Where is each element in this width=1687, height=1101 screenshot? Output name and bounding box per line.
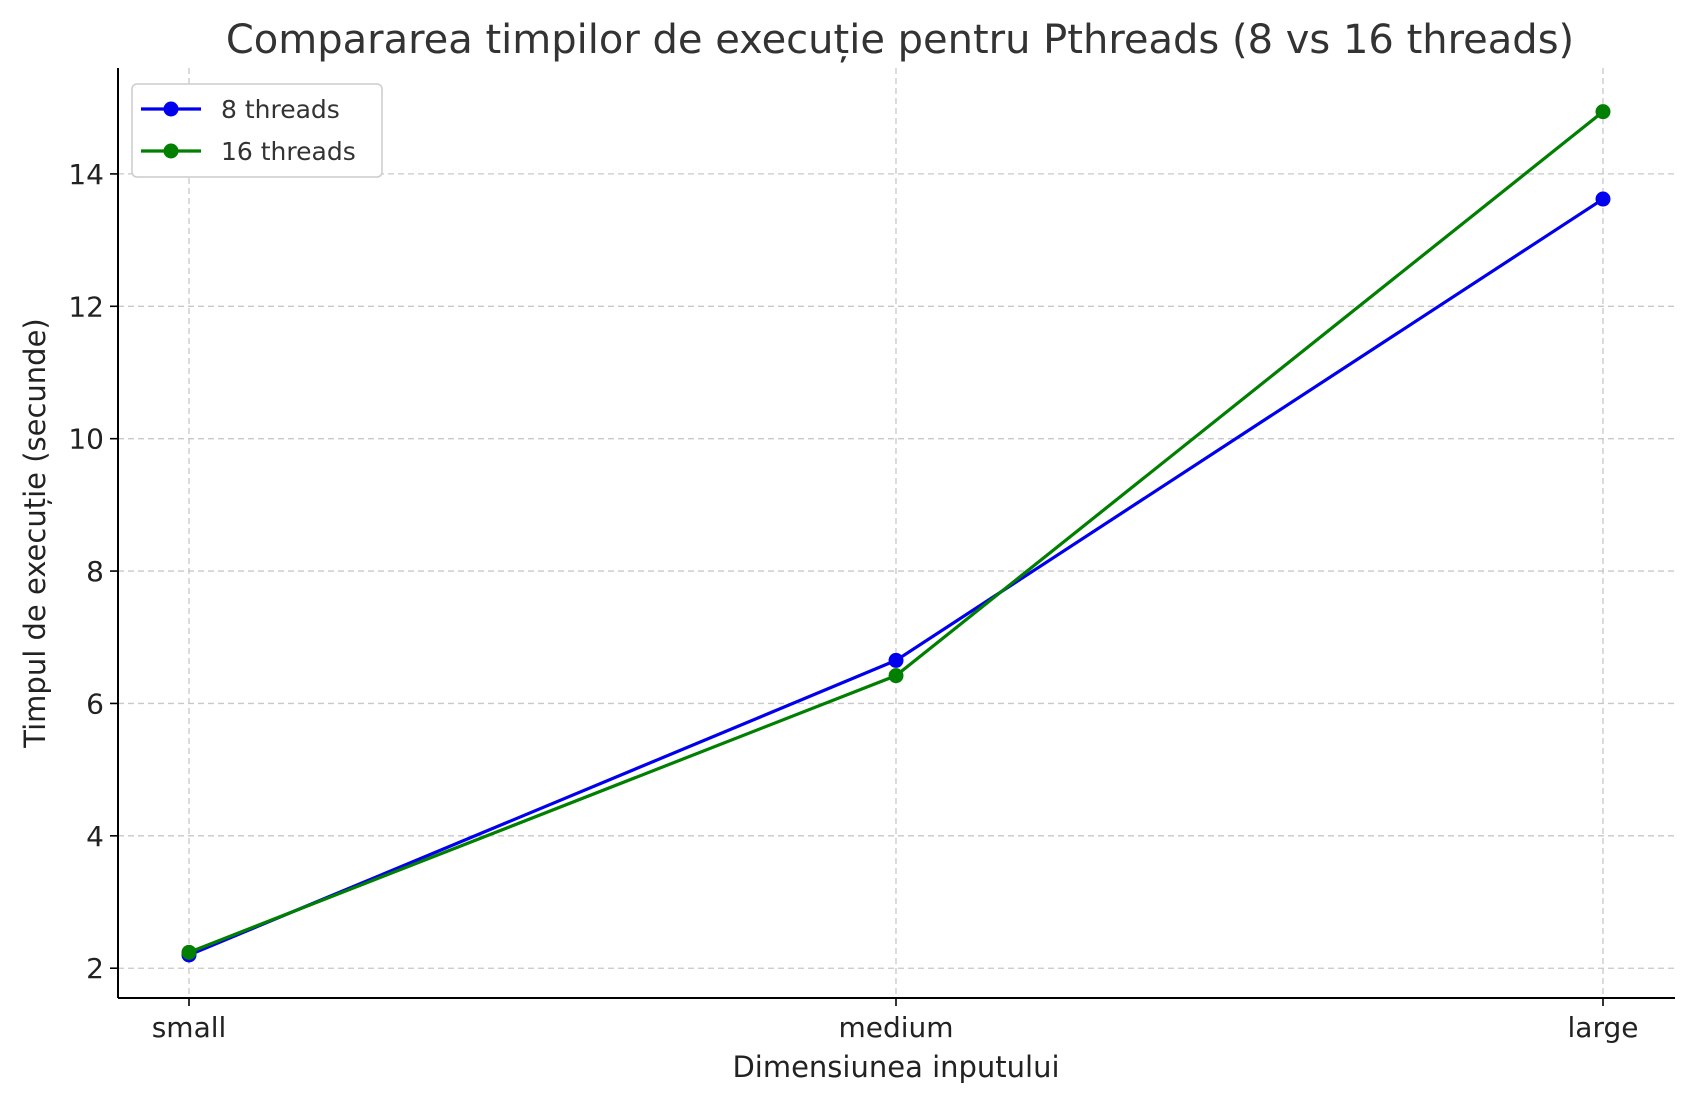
legend-box xyxy=(131,83,383,178)
data-point xyxy=(1595,191,1611,207)
x-axis-label: Dimensiunea inputului xyxy=(732,1050,1059,1084)
y-tick-label: 4 xyxy=(86,820,104,853)
legend-marker xyxy=(163,143,179,159)
series-0 xyxy=(181,191,1611,963)
legend-label: 8 threads xyxy=(221,95,340,124)
data-point xyxy=(181,944,197,960)
legend-entry: 8 threads xyxy=(141,95,340,124)
x-tick-label: medium xyxy=(838,1011,953,1044)
y-axis-label: Timpul de execuție (secunde) xyxy=(18,318,52,748)
tick-labels: small medium large 2 4 6 8 10 12 14 xyxy=(68,158,1638,1044)
series-1 xyxy=(181,104,1611,960)
chart-title: Compararea timpilor de execuție pentru P… xyxy=(226,17,1574,63)
y-tick-label: 8 xyxy=(86,555,104,588)
y-tick-label: 14 xyxy=(68,158,104,191)
y-tick-label: 12 xyxy=(68,290,104,323)
legend-label: 16 threads xyxy=(221,137,356,166)
legend-marker xyxy=(163,101,179,117)
legend: 8 threads 16 threads xyxy=(131,83,383,178)
grid-lines xyxy=(118,68,1675,998)
x-tick-label: small xyxy=(152,1011,227,1044)
x-tick-label: large xyxy=(1568,1011,1639,1044)
y-tick-label: 10 xyxy=(68,423,104,456)
data-point xyxy=(888,652,904,668)
series-layer xyxy=(181,104,1611,963)
y-tick-label: 6 xyxy=(86,687,104,720)
y-tick-label: 2 xyxy=(86,952,104,985)
data-point xyxy=(1595,104,1611,120)
data-point xyxy=(888,668,904,684)
legend-entry: 16 threads xyxy=(141,137,356,166)
